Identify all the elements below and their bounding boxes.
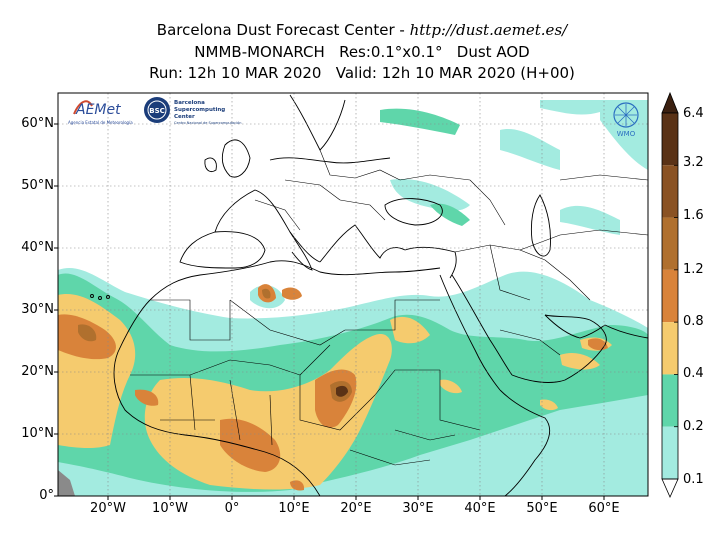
bsc-name-line-1: Barcelona [174, 100, 205, 106]
aemet-logo: AEMet Agencia Estatal de Meteorología [68, 100, 133, 125]
colorbar-label-3-2: 3.2 [683, 155, 704, 170]
aemet-logo-text: AEMet [75, 102, 121, 118]
colorbar-label-1-2: 1.2 [683, 262, 704, 277]
colorbar-label-0-1: 0.1 [683, 472, 704, 487]
colorbar-outline [661, 112, 679, 480]
colorbar-min-arrow [661, 478, 679, 498]
colorbar-segment [662, 426, 678, 479]
dust-level-extreme [336, 385, 348, 397]
no-data-area [58, 470, 75, 496]
lon-label-30e: 30°E [402, 501, 434, 516]
colorbar-label-0-8: 0.8 [683, 314, 704, 329]
colorbar-segment [662, 217, 678, 270]
title-url: http://dust.aemet.es/ [409, 21, 568, 39]
title-line-3: Run: 12h 10 MAR 2020 Valid: 12h 10 MAR 2… [149, 64, 575, 82]
lon-label-50e: 50°E [526, 501, 558, 516]
colorbar-label-0-2: 0.2 [683, 419, 704, 434]
aemet-logo-subtext: Agencia Estatal de Meteorología [68, 120, 133, 125]
lon-label-60e: 60°E [588, 501, 620, 516]
lat-label-60n: 60°N [21, 116, 54, 131]
colorbar-segment [662, 269, 678, 323]
lon-label-0: 0° [224, 501, 240, 516]
lon-label-20e: 20°E [340, 501, 372, 516]
lon-label-10w: 10°W [152, 501, 188, 516]
colorbar-segment [662, 322, 678, 375]
bsc-name-line-2: Supercomputing [174, 107, 225, 113]
lon-label-20w: 20°W [90, 501, 126, 516]
axis-ticks [54, 123, 605, 500]
country-borders [130, 149, 648, 466]
lat-label-10n: 10°N [21, 426, 54, 441]
bsc-badge-text: BSC [149, 107, 165, 115]
lat-label-20n: 20°N [21, 364, 54, 379]
bsc-name-line-3: Center [174, 114, 195, 120]
colorbar-segment [662, 374, 678, 427]
title-line-1: Barcelona Dust Forecast Center - http://… [0, 20, 724, 40]
colorbar [661, 91, 679, 498]
map-frame [57, 92, 649, 497]
wmo-emblem-icon [613, 102, 639, 128]
gridlines [58, 93, 648, 496]
lat-label-30n: 30°N [21, 302, 54, 317]
colorbar-segment [662, 113, 678, 166]
lon-label-10e: 10°E [278, 501, 310, 516]
colorbar-label-1-6: 1.6 [683, 208, 704, 223]
lon-label-40e: 40°E [464, 501, 496, 516]
bsc-logo: BSC Barcelona Supercomputing Center Cent… [144, 97, 241, 125]
colorbar-segment [662, 165, 678, 218]
title-center-name: Barcelona Dust Forecast Center - [156, 21, 410, 39]
dust-field [58, 93, 648, 496]
lat-label-50n: 50°N [21, 178, 54, 193]
bsc-subtext: Centro Nacional de Supercomputación [174, 121, 241, 125]
lat-label-0: 0° [39, 488, 54, 503]
colorbar-max-arrow [661, 91, 679, 114]
wmo-logo: WMO [613, 102, 639, 138]
colorbar-label-0-4: 0.4 [683, 366, 704, 381]
colorbar-label-6-4: 6.4 [683, 106, 704, 121]
lat-label-40n: 40°N [21, 240, 54, 255]
title-line-2: NMMB-MONARCH Res:0.1°x0.1° Dust AOD [194, 43, 530, 61]
wmo-logo-text: WMO [617, 130, 636, 138]
